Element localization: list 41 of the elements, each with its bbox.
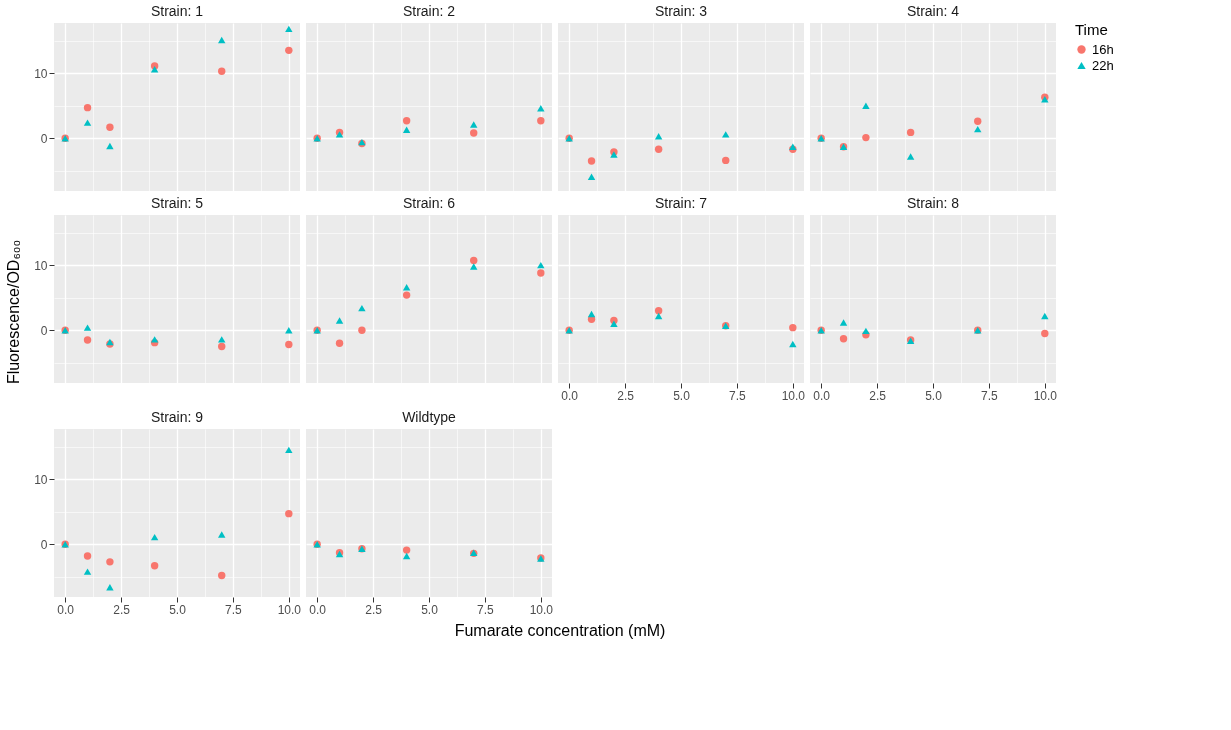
legend-title: Time — [1075, 21, 1108, 38]
x-tick-label: 7.5 — [981, 388, 999, 403]
x-tick-label: 0.0 — [57, 602, 75, 617]
x-tick-label: 5.0 — [673, 388, 691, 403]
x-tick-label: 10.0 — [277, 602, 302, 617]
chart-title: Strain: 6 — [402, 195, 456, 211]
chart-title: Strain: 9 — [150, 409, 204, 425]
chart-title: Strain: 1 — [150, 3, 204, 19]
x-tick-label: 2.5 — [113, 602, 131, 617]
y-tick-label: 0 — [40, 323, 48, 338]
chart-title: Strain: 2 — [402, 3, 456, 19]
x-tick-label: 7.5 — [225, 602, 243, 617]
x-tick-label: 0.0 — [813, 388, 831, 403]
x-tick-label: 5.0 — [169, 602, 187, 617]
x-tick-label: 10.0 — [1033, 388, 1058, 403]
legend-label: 16h — [1092, 41, 1114, 57]
chart-title: Strain: 7 — [654, 195, 708, 211]
y-tick-label: 0 — [40, 131, 48, 146]
y-axis-title: Fluorescence/OD₆₀₀ — [5, 239, 22, 385]
x-tick-label: 10.0 — [529, 602, 554, 617]
y-tick-label: 10 — [34, 258, 48, 273]
x-tick-label: 5.0 — [925, 388, 943, 403]
y-tick-label: 10 — [34, 472, 48, 487]
chart-title: Strain: 3 — [654, 3, 708, 19]
chart-title: Strain: 8 — [906, 195, 960, 211]
x-tick-label: 2.5 — [617, 388, 635, 403]
y-tick-label: 10 — [34, 66, 48, 81]
x-tick-label: 5.0 — [421, 602, 439, 617]
chart-title: Wildtype — [402, 409, 457, 425]
y-tick-label: 0 — [40, 537, 48, 552]
x-tick-label: 10.0 — [781, 388, 806, 403]
chart-title: Strain: 5 — [150, 195, 204, 211]
x-tick-label: 2.5 — [365, 602, 383, 617]
x-axis-title: Fumarate concentration (mM) — [454, 622, 666, 639]
x-tick-label: 7.5 — [477, 602, 495, 617]
x-tick-label: 0.0 — [309, 602, 327, 617]
x-tick-label: 7.5 — [729, 388, 747, 403]
legend-label: 22h — [1092, 57, 1114, 73]
x-tick-label: 2.5 — [869, 388, 887, 403]
chart-title: Strain: 4 — [906, 3, 960, 19]
x-tick-label: 0.0 — [561, 388, 579, 403]
